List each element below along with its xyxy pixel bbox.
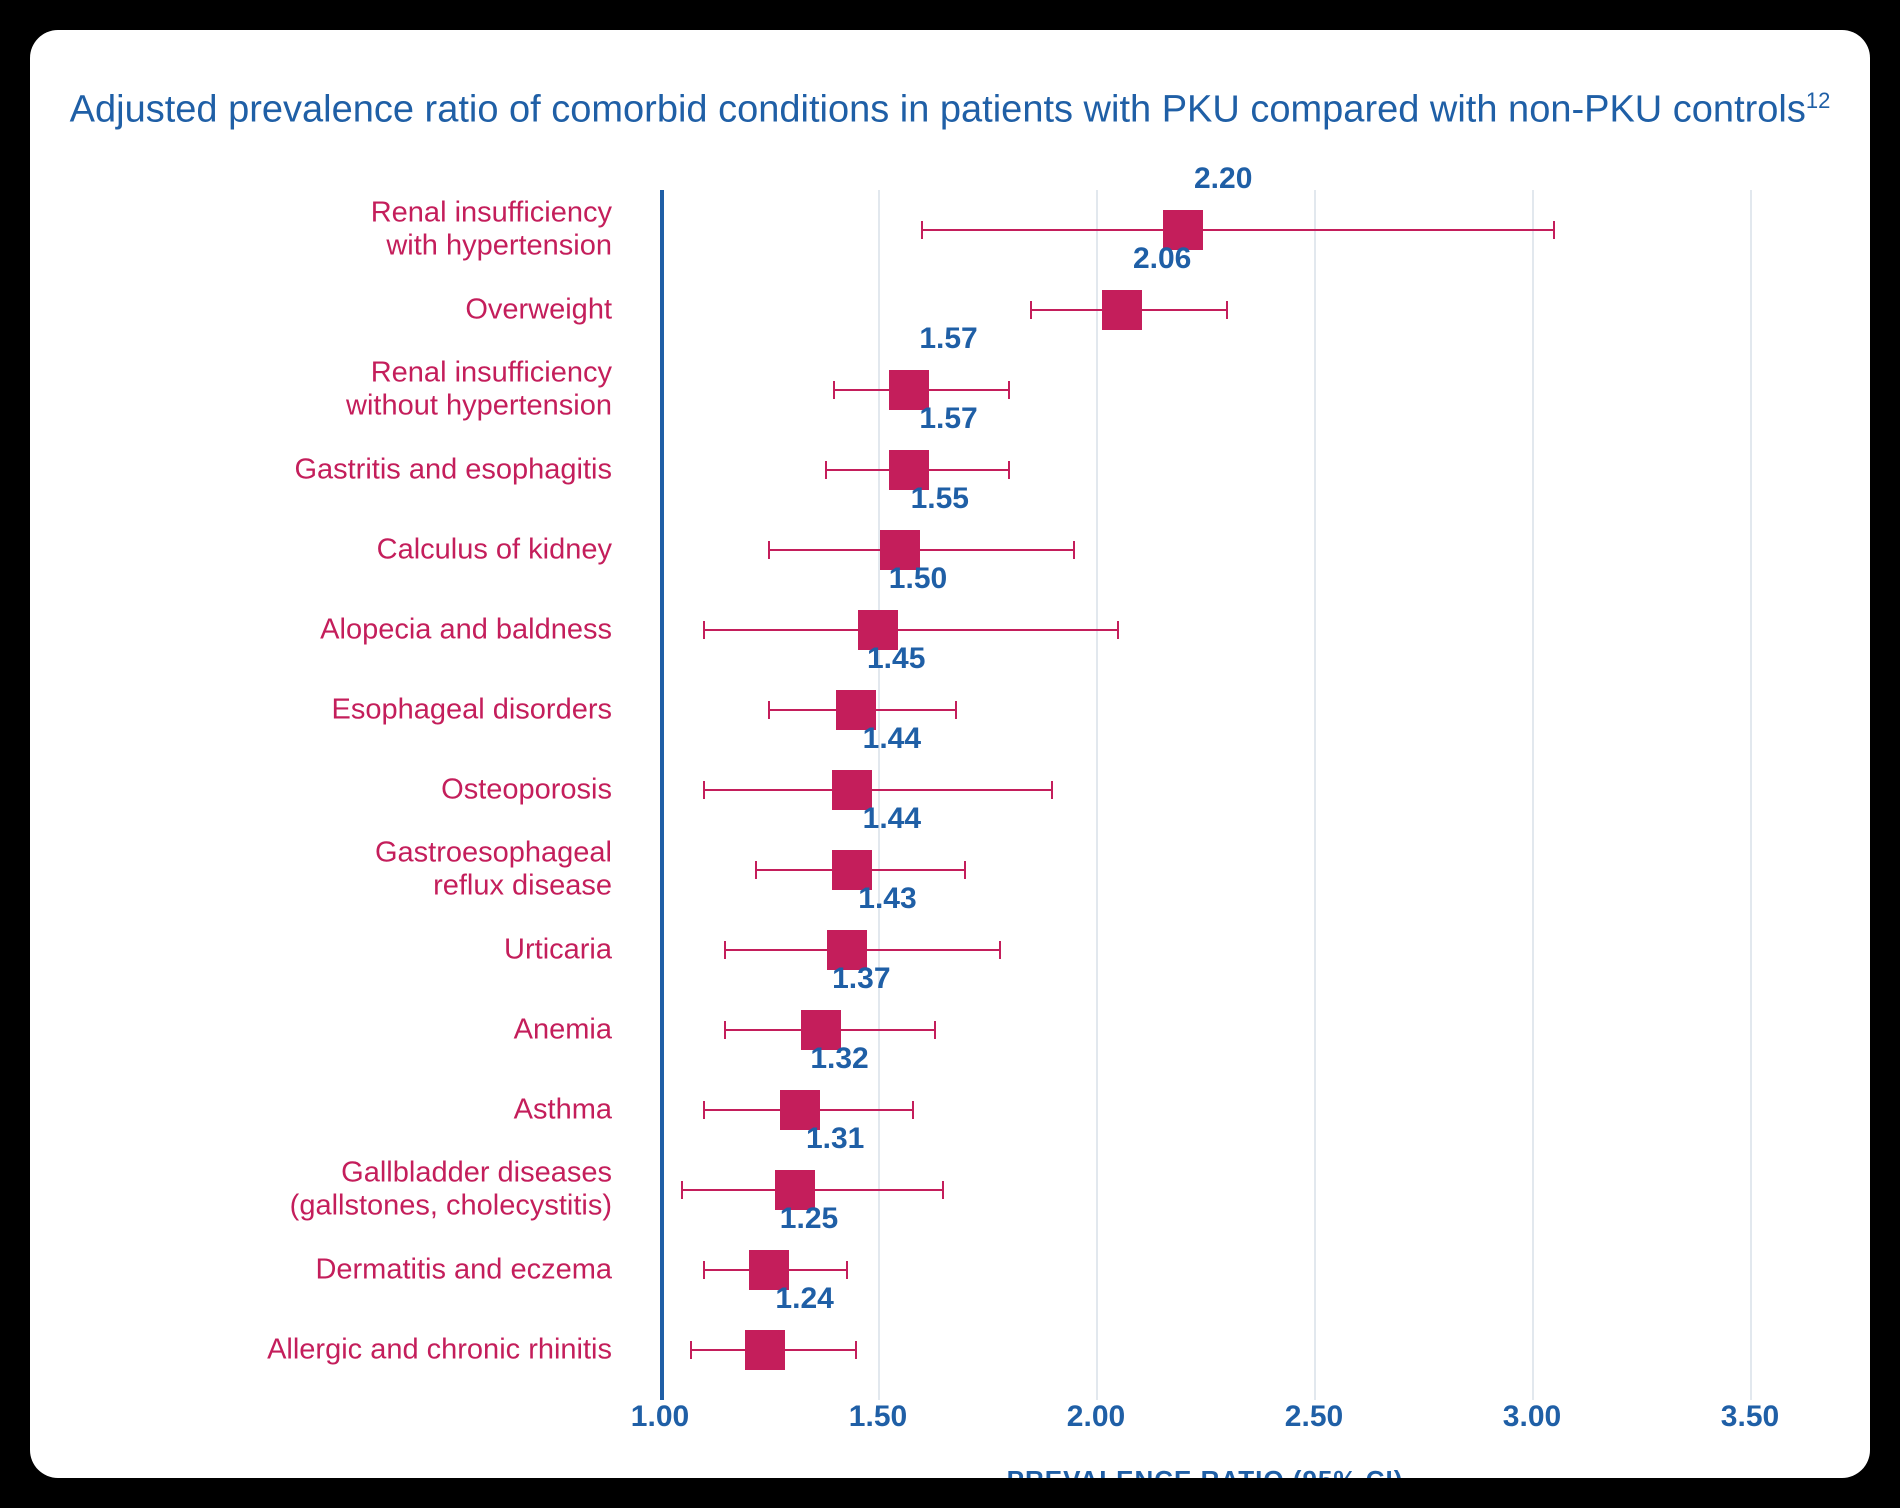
ci-cap-high bbox=[1553, 221, 1555, 239]
value-label: 1.44 bbox=[863, 722, 921, 756]
value-label: 2.06 bbox=[1133, 242, 1191, 276]
row-label: Gastritis and esophagitis bbox=[30, 453, 630, 486]
value-label: 1.24 bbox=[775, 1282, 833, 1316]
ci-line bbox=[704, 629, 1118, 631]
value-label: 1.50 bbox=[889, 562, 947, 596]
forest-row: Gallbladder diseases(gallstones, cholecy… bbox=[30, 1150, 1870, 1230]
ci-cap-high bbox=[846, 1261, 848, 1279]
row-label: Overweight bbox=[30, 293, 630, 326]
value-label: 1.25 bbox=[780, 1202, 838, 1236]
row-label: Anemia bbox=[30, 1013, 630, 1046]
row-label: Esophageal disorders bbox=[30, 693, 630, 726]
value-label: 1.45 bbox=[867, 642, 925, 676]
row-label: Gallbladder diseases(gallstones, cholecy… bbox=[30, 1157, 630, 1224]
chart-title: Adjusted prevalence ratio of comorbid co… bbox=[30, 88, 1870, 132]
forest-row: Dermatitis and eczema1.25 bbox=[30, 1230, 1870, 1310]
ci-cap-low bbox=[1030, 301, 1032, 319]
row-label: Renal insufficiencywithout hypertension bbox=[30, 357, 630, 424]
x-tick-label: 3.50 bbox=[1721, 1400, 1779, 1434]
value-label: 1.44 bbox=[863, 802, 921, 836]
ci-cap-low bbox=[703, 1261, 705, 1279]
x-tick-label: 1.50 bbox=[849, 1400, 907, 1434]
row-label: Asthma bbox=[30, 1093, 630, 1126]
forest-row: Osteoporosis1.44 bbox=[30, 750, 1870, 830]
ci-line bbox=[769, 549, 1074, 551]
ci-cap-low bbox=[703, 1101, 705, 1119]
value-label: 1.55 bbox=[911, 482, 969, 516]
ci-cap-high bbox=[942, 1181, 944, 1199]
row-label: Alopecia and baldness bbox=[30, 613, 630, 646]
value-label: 1.43 bbox=[858, 882, 916, 916]
ci-cap-high bbox=[912, 1101, 914, 1119]
ci-cap-low bbox=[768, 701, 770, 719]
ci-cap-low bbox=[724, 1021, 726, 1039]
forest-row: Esophageal disorders1.45 bbox=[30, 670, 1870, 750]
ci-cap-low bbox=[825, 461, 827, 479]
forest-plot: 1.001.502.002.503.003.50PREVALENCE RATIO… bbox=[30, 170, 1870, 1370]
forest-row: Calculus of kidney1.55 bbox=[30, 510, 1870, 590]
ci-line bbox=[704, 789, 1053, 791]
x-axis-title: PREVALENCE RATIO (95% CI) bbox=[1007, 1465, 1404, 1478]
value-label: 1.31 bbox=[806, 1122, 864, 1156]
ci-cap-low bbox=[703, 781, 705, 799]
row-label: Urticaria bbox=[30, 933, 630, 966]
x-tick-label: 3.00 bbox=[1503, 1400, 1561, 1434]
row-label: Gastroesophagealreflux disease bbox=[30, 837, 630, 904]
forest-row: Gastroesophagealreflux disease1.44 bbox=[30, 830, 1870, 910]
row-label: Osteoporosis bbox=[30, 773, 630, 806]
x-tick-label: 2.50 bbox=[1285, 1400, 1343, 1434]
row-label: Renal insufficiencywith hypertension bbox=[30, 197, 630, 264]
x-tick-label: 1.00 bbox=[631, 1400, 689, 1434]
ci-cap-high bbox=[1051, 781, 1053, 799]
ci-cap-low bbox=[768, 541, 770, 559]
x-tick-label: 2.00 bbox=[1067, 1400, 1125, 1434]
row-label: Calculus of kidney bbox=[30, 533, 630, 566]
chart-title-text: Adjusted prevalence ratio of comorbid co… bbox=[70, 89, 1806, 131]
ci-cap-high bbox=[855, 1341, 857, 1359]
row-label: Allergic and chronic rhinitis bbox=[30, 1333, 630, 1366]
ci-cap-low bbox=[724, 941, 726, 959]
ci-cap-high bbox=[964, 861, 966, 879]
value-label: 1.57 bbox=[919, 402, 977, 436]
ci-cap-high bbox=[1008, 381, 1010, 399]
ci-cap-low bbox=[703, 621, 705, 639]
value-label: 2.20 bbox=[1194, 162, 1252, 196]
ci-cap-high bbox=[1008, 461, 1010, 479]
point-marker bbox=[1102, 290, 1142, 330]
forest-row: Anemia1.37 bbox=[30, 990, 1870, 1070]
chart-card: Adjusted prevalence ratio of comorbid co… bbox=[30, 30, 1870, 1478]
ci-cap-high bbox=[955, 701, 957, 719]
ci-line bbox=[922, 229, 1554, 231]
forest-row: Asthma1.32 bbox=[30, 1070, 1870, 1150]
ci-cap-low bbox=[690, 1341, 692, 1359]
point-marker bbox=[745, 1330, 785, 1370]
ci-cap-low bbox=[833, 381, 835, 399]
ci-cap-high bbox=[934, 1021, 936, 1039]
ci-cap-high bbox=[999, 941, 1001, 959]
value-label: 1.37 bbox=[832, 962, 890, 996]
ci-cap-low bbox=[681, 1181, 683, 1199]
ci-cap-low bbox=[755, 861, 757, 879]
ci-cap-low bbox=[921, 221, 923, 239]
ci-cap-high bbox=[1073, 541, 1075, 559]
value-label: 1.32 bbox=[810, 1042, 868, 1076]
ci-cap-high bbox=[1117, 621, 1119, 639]
forest-row: Urticaria1.43 bbox=[30, 910, 1870, 990]
forest-row: Renal insufficiencywith hypertension2.20 bbox=[30, 190, 1870, 270]
row-label: Dermatitis and eczema bbox=[30, 1253, 630, 1286]
chart-title-superscript: 12 bbox=[1806, 88, 1830, 113]
value-label: 1.57 bbox=[919, 322, 977, 356]
forest-row: Alopecia and baldness1.50 bbox=[30, 590, 1870, 670]
forest-row: Allergic and chronic rhinitis1.24 bbox=[30, 1310, 1870, 1390]
ci-cap-high bbox=[1226, 301, 1228, 319]
